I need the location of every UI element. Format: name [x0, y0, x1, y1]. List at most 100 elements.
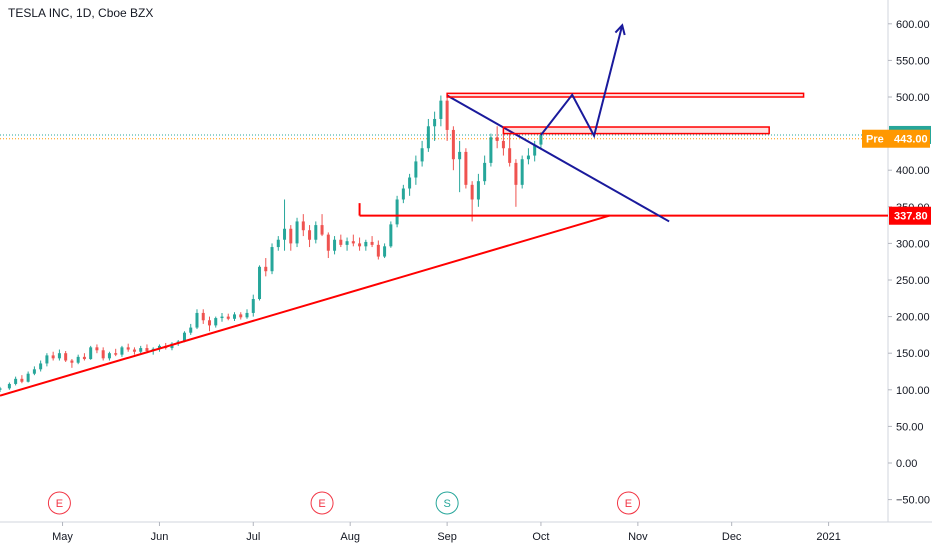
x-tick-label: 2021 [816, 531, 840, 543]
candle-body [458, 151, 462, 160]
candle-body [289, 228, 293, 244]
y-tick-label: 400.00 [896, 165, 930, 177]
candle-body [251, 299, 255, 313]
candle-body [7, 383, 11, 389]
candle-body [495, 137, 499, 141]
candle-body [207, 320, 211, 326]
candle-body [45, 355, 49, 364]
candle-body [214, 318, 218, 326]
candle-body [220, 316, 224, 319]
candle-body [414, 161, 418, 178]
candle-body [201, 312, 205, 321]
candle-body [464, 151, 468, 185]
candle-body [408, 177, 412, 189]
candle-body [145, 348, 149, 352]
y-tick-label: 550.00 [896, 55, 930, 67]
x-tick-label: Jul [246, 531, 260, 543]
drawing-line[interactable] [446, 94, 670, 223]
candle-body [114, 353, 118, 355]
candle-body [39, 363, 43, 370]
chart-title: TESLA INC, 1D, Cboe BZX [8, 6, 154, 20]
candle-body [120, 347, 124, 355]
candle-body [489, 137, 493, 163]
candle-body [264, 266, 268, 272]
y-tick-label: 300.00 [896, 238, 930, 250]
x-tick-label: Jun [151, 531, 169, 543]
candle-body [445, 100, 449, 130]
y-tick-label: 100.00 [896, 385, 930, 397]
event-marker-letter: E [625, 498, 632, 510]
candle-body [295, 221, 299, 244]
x-tick-label: Aug [340, 531, 360, 543]
candle-body [233, 314, 237, 319]
candle-body [514, 162, 518, 185]
candle-body [508, 148, 512, 163]
x-tick-label: May [52, 531, 73, 543]
candle-body [526, 155, 530, 160]
candle-body [239, 314, 243, 318]
candle-body [426, 126, 430, 149]
candle-body [501, 140, 505, 149]
drawing-line[interactable] [0, 214, 611, 397]
y-tick-label: −50.00 [896, 495, 930, 507]
candle-body [157, 345, 161, 349]
drawing-line[interactable] [540, 25, 624, 139]
candle-body [14, 378, 18, 384]
candle-body [95, 347, 99, 351]
pre-market-prefix: Pre [866, 134, 884, 146]
event-marker[interactable] [616, 491, 640, 515]
candle-body [245, 312, 249, 318]
candle-body [383, 246, 387, 257]
candle-body [389, 224, 393, 247]
candle-body [301, 221, 305, 231]
candle-body [364, 241, 368, 247]
candle-body [64, 353, 68, 361]
candle-body [226, 316, 230, 319]
candle-body [139, 348, 143, 352]
support-level-label: 337.80 [894, 211, 928, 223]
x-tick-label: Dec [722, 531, 742, 543]
y-tick-label: 0.00 [896, 458, 917, 470]
drawing-rect[interactable] [502, 126, 770, 135]
candle-body [433, 118, 437, 127]
event-marker[interactable] [435, 491, 459, 515]
event-marker[interactable] [47, 491, 71, 515]
candle-body [376, 244, 380, 257]
candle-body [70, 360, 74, 363]
candle-body [314, 225, 318, 240]
candle-body [308, 230, 312, 240]
candle-body [358, 243, 362, 247]
candle-body [195, 312, 199, 328]
candle-body [533, 144, 537, 156]
pre-market-label: 443.00 [894, 134, 928, 146]
candle-body [451, 129, 455, 160]
candle-body [539, 135, 543, 145]
candle-body [395, 199, 399, 225]
drawing-rect[interactable] [446, 92, 805, 98]
candle-body [101, 350, 105, 359]
candle-body [189, 327, 193, 333]
candle-body [132, 349, 136, 352]
candle-body [20, 378, 24, 382]
candle-body [339, 239, 343, 245]
candle-body [283, 228, 287, 240]
event-marker[interactable] [310, 491, 334, 515]
candle-body [470, 184, 474, 200]
y-tick-label: 150.00 [896, 348, 930, 360]
candle-body [420, 148, 424, 162]
y-tick-label: 50.00 [896, 421, 924, 433]
x-tick-label: Nov [628, 531, 648, 543]
candle-body [26, 373, 30, 382]
candle-body [476, 181, 480, 200]
candle-body [76, 356, 80, 363]
candle-body [439, 100, 443, 119]
candle-body [483, 162, 487, 182]
candle-body [401, 188, 405, 200]
candle-body [258, 266, 262, 300]
y-tick-label: 250.00 [896, 275, 930, 287]
candle-body [126, 347, 130, 350]
candle-body [82, 356, 86, 360]
support-level-label-bg [889, 206, 931, 225]
candle-body [333, 239, 337, 251]
